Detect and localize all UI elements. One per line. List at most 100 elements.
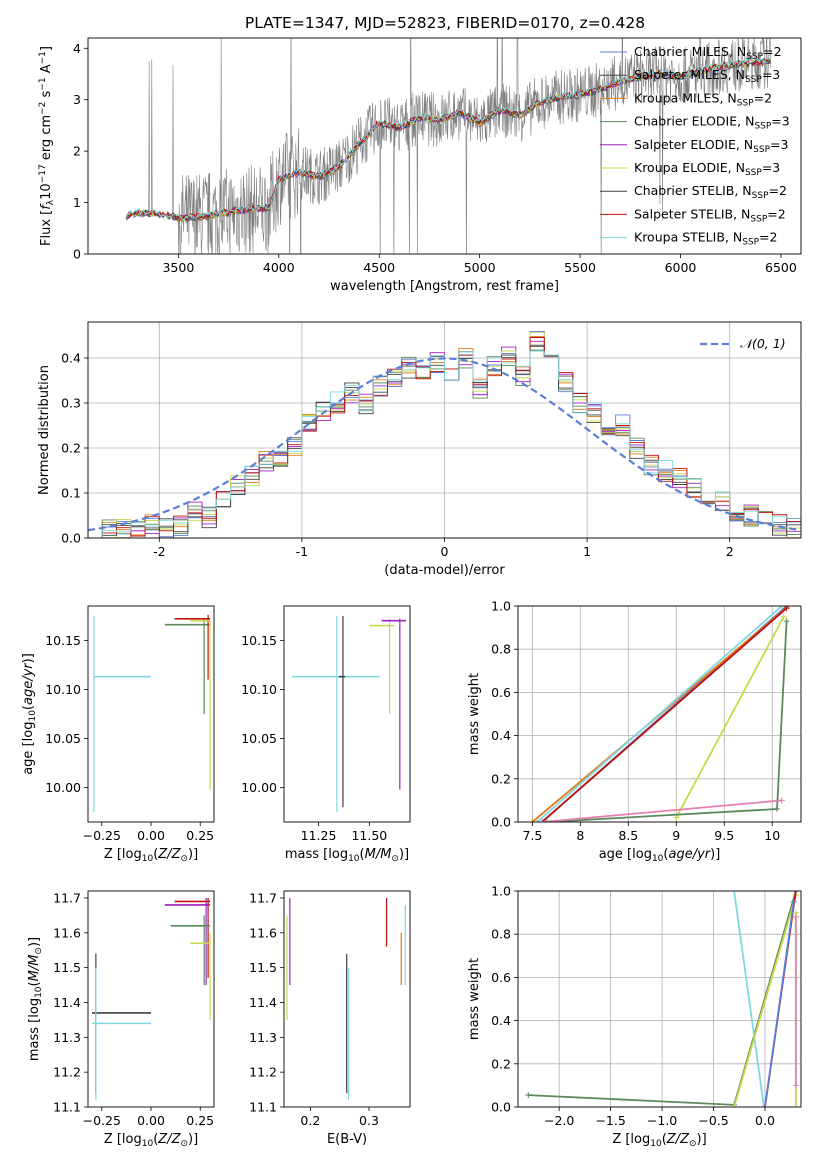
x-tick-label: 9	[672, 828, 680, 843]
y-tick-label: 4	[73, 41, 81, 56]
y-tick-label: 1.0	[491, 599, 511, 614]
legend-label-value: =2	[769, 183, 787, 198]
legend-label: Salpeter STELIB, NSSP=2	[634, 206, 786, 224]
legend-label-value: =2	[754, 90, 772, 105]
y-tick-label: 0.2	[491, 771, 511, 786]
x-axis-label-part: ⊙	[689, 1139, 697, 1149]
x-tick-label: 11.25	[301, 828, 337, 843]
x-tick-label: 3500	[162, 260, 194, 275]
x-tick-label: 7.5	[522, 828, 542, 843]
y-tick-label: 11.1	[53, 1100, 81, 1115]
plot-area-mass_weight_vs_age	[529, 603, 791, 825]
legend-label-text: Kroupa STELIB, N	[634, 230, 742, 245]
x-tick-label: 0	[441, 544, 449, 559]
legend-label-text: Chabrier STELIB, N	[634, 183, 752, 198]
x-tick-label: 4000	[263, 260, 295, 275]
x-axis-label-part: )]	[697, 1132, 707, 1147]
legend-label-text: Chabrier MILES, N	[634, 44, 746, 59]
x-axis-label-part: )]	[188, 847, 198, 862]
x-axis-label-part: 10	[650, 1139, 662, 1149]
legend-label: Kroupa MILES, NSSP=2	[634, 90, 772, 108]
x-tick-label: 0.2	[300, 1113, 320, 1128]
y-tick-label: 10.00	[45, 780, 81, 795]
y-axis-label-part: 10	[34, 986, 44, 998]
y-axis-label-part: −2	[38, 102, 48, 115]
y-axis-label-part: mass [log	[27, 998, 42, 1061]
y-tick-label: 10.05	[45, 731, 81, 746]
y-axis-label: mass weight	[467, 673, 482, 755]
axes-age_vs_mass: 11.25 11.5010.0010.0510.1010.15mass [log1…	[241, 606, 410, 864]
legend-label-sub: SSP	[752, 191, 769, 201]
legend-label-text: Salpeter STELIB, N	[634, 206, 750, 221]
x-tick-label: −1.0	[647, 1113, 677, 1128]
legend-label-sub: SSP	[745, 75, 762, 85]
x-tick-label: 0.3	[359, 1113, 379, 1128]
y-tick-label: 0.4	[61, 351, 81, 366]
legend-label-value: =2	[759, 230, 777, 245]
weight-line-chabrier_miles	[765, 902, 794, 1107]
x-tick-label: 8.5	[618, 828, 638, 843]
y-tick-label: 11.5	[249, 960, 277, 975]
y-axis-label-part: s	[39, 90, 54, 101]
legend-label-value: =2	[767, 206, 785, 221]
plot-layer: 3500 4000 4500 5000 5500 6000 6500 0 1 2 3 4 wavelen…	[21, 0, 801, 1149]
y-axis-label-part: A	[39, 64, 54, 77]
x-tick-label: 10	[764, 828, 780, 843]
y-tick-label: 1.0	[491, 884, 511, 899]
legend-label-text: Salpeter MILES, N	[634, 67, 745, 82]
y-tick-label: 0.4	[491, 1013, 511, 1028]
y-tick-label: 11.4	[53, 995, 81, 1010]
x-tick-label: 9.5	[714, 828, 734, 843]
axes-frame	[88, 891, 214, 1107]
x-axis-label: Z [log10(Z/Z⊙)]	[104, 847, 198, 864]
plot-area-mass_vs_EBV	[287, 898, 405, 1100]
legend-histogram: 𝒩(0, 1)	[700, 336, 786, 351]
y-axis-label: mass weight	[467, 958, 482, 1040]
legend-label: Salpeter ELODIE, NSSP=3	[634, 137, 788, 155]
y-tick-label: 0.0	[491, 815, 511, 830]
x-axis-label-part: Z [log	[104, 847, 142, 862]
plot-area-age_vs_Z	[94, 615, 210, 812]
y-tick-label: 11.1	[249, 1100, 277, 1115]
y-axis-label-part: 10	[39, 183, 54, 200]
y-tick-label: 0.8	[491, 642, 511, 657]
y-tick-label: 11.5	[53, 960, 81, 975]
x-axis-label: wavelength [Angstrom, rest frame]	[330, 279, 559, 294]
x-axis-label: Z [log10(Z/Z⊙)]	[612, 1132, 706, 1149]
x-tick-label: −1.5	[595, 1113, 625, 1128]
x-axis-label-part: Z/Z	[666, 1132, 690, 1147]
x-tick-label: −0.25	[83, 1113, 121, 1128]
y-axis-label-part: )]	[21, 653, 36, 663]
weight-line-kroupa_stelib	[537, 606, 782, 822]
x-tick-label: 6000	[665, 260, 697, 275]
x-tick-label: 0.25	[186, 828, 214, 843]
legend-label: Chabrier ELODIE, NSSP=3	[634, 114, 790, 132]
axes-residual_histogram: -2 -1 0 1 20.00.10.20.30.4(data-model)/error…	[37, 322, 801, 578]
legend-label-sub: SSP	[753, 145, 770, 155]
y-tick-label: 11.4	[249, 995, 277, 1010]
axes-age_vs_Z: −0.25 0.00 0.2510.0010.0510.1010.15Z [log1…	[21, 606, 214, 864]
legend-label-value: =2	[763, 44, 781, 59]
x-axis-label-part: Z/Z	[157, 1132, 181, 1147]
plot-area-mass_vs_Z	[92, 898, 210, 1100]
y-tick-label: 1	[73, 195, 81, 210]
x-axis-label-part: M/M	[365, 847, 392, 862]
x-tick-label: 2	[726, 544, 734, 559]
legend-label-text: Kroupa MILES, N	[634, 90, 737, 105]
y-axis-label: Normed distribution	[37, 365, 52, 495]
y-tick-label: 0.0	[491, 1100, 511, 1115]
legend-label-value: =3	[762, 67, 780, 82]
axes-mass_vs_EBV: 0.2 0.311.111.211.311.411.511.611.7E(B-V)	[249, 890, 410, 1147]
legend-label-text: Salpeter ELODIE, N	[634, 137, 753, 152]
legend-label-text: Chabrier ELODIE, N	[634, 114, 754, 129]
axes-mass_vs_Z: −0.25 0.00 0.2511.111.211.311.411.511.611.…	[27, 890, 214, 1149]
weight-line-kroupa_stelib	[734, 891, 764, 1107]
x-tick-label: -2	[153, 544, 165, 559]
legend-label-sub: SSP	[750, 214, 767, 224]
y-tick-label: 10.15	[241, 633, 277, 648]
legend-label-sub: SSP	[745, 168, 762, 178]
x-tick-label: 0.00	[137, 1113, 165, 1128]
axes-frame	[284, 606, 410, 822]
y-tick-label: 10.05	[241, 731, 277, 746]
x-axis-label-part: 10	[142, 854, 154, 864]
